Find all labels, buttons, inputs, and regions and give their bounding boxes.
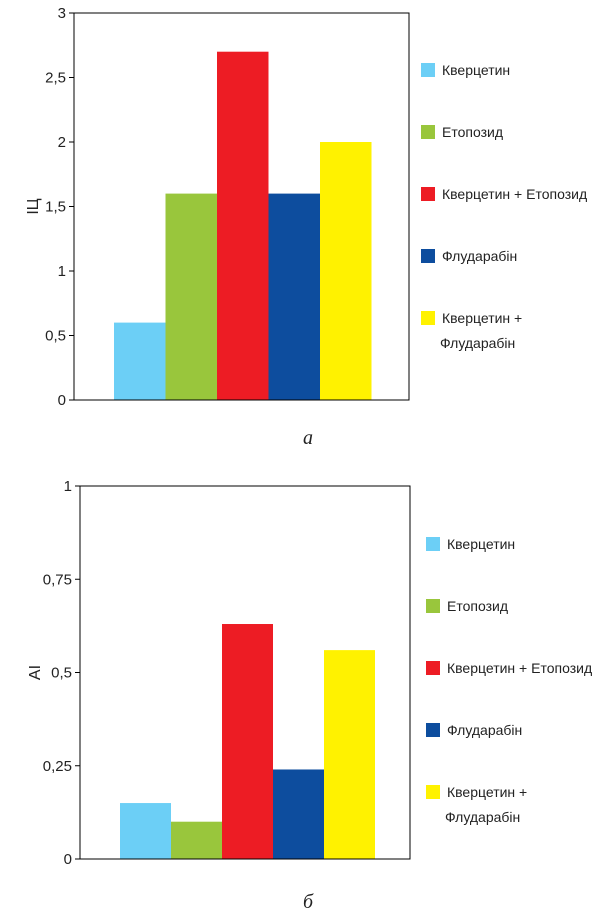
legend-label: Етопозид bbox=[442, 124, 503, 140]
y-tick-label: 1,5 bbox=[45, 199, 66, 216]
bar bbox=[222, 624, 273, 859]
legend-label: Флударабін bbox=[440, 335, 515, 351]
legend-swatch bbox=[421, 311, 435, 325]
y-tick-label: 0,5 bbox=[45, 328, 66, 345]
y-axis-label: AI bbox=[27, 665, 44, 680]
bar bbox=[171, 821, 222, 859]
legend-swatch bbox=[426, 723, 440, 737]
y-tick-label: 1 bbox=[58, 263, 66, 280]
bar bbox=[120, 803, 171, 859]
chart-caption: б bbox=[303, 891, 314, 913]
y-axis-label: ІЦ bbox=[25, 198, 42, 214]
y-tick-label: 3 bbox=[58, 5, 66, 22]
legend-label: Флударабін bbox=[445, 809, 520, 825]
bar bbox=[324, 650, 375, 859]
legend-label: Кверцетин bbox=[447, 536, 515, 552]
legend-swatch bbox=[426, 599, 440, 613]
legend-swatch bbox=[421, 187, 435, 201]
legend-swatch bbox=[421, 125, 435, 139]
legend-label: Кверцетин + Етопозид bbox=[442, 186, 587, 202]
chart-caption: а bbox=[303, 427, 313, 449]
legend-label: Флударабін bbox=[442, 248, 517, 264]
y-tick-label: 0 bbox=[64, 851, 72, 868]
legend-swatch bbox=[426, 661, 440, 675]
legend-swatch bbox=[421, 249, 435, 263]
legend-label: Кверцетин + bbox=[442, 310, 522, 326]
y-tick-label: 1 bbox=[64, 478, 72, 495]
chart-a: 0 0,5 1 1,5 2 2,5 3 ІЦ Кверцетин Етопозид Кверцети… bbox=[25, 5, 587, 449]
bar bbox=[165, 193, 217, 400]
bar bbox=[114, 322, 166, 400]
legend-swatch bbox=[426, 785, 440, 799]
legend-label: Флударабін bbox=[447, 722, 522, 738]
legend-label: Кверцетин + bbox=[447, 784, 527, 800]
y-tick-label: 2 bbox=[58, 134, 66, 151]
bar bbox=[320, 142, 372, 400]
y-tick-label: 0,5 bbox=[51, 665, 72, 682]
bar bbox=[273, 769, 324, 859]
bar bbox=[217, 51, 269, 400]
chart-b: 0 0,25 0,5 0,75 1 AI Кверцетин Етопозид Кверцети… bbox=[27, 478, 592, 913]
y-tick-label: 2,5 bbox=[45, 70, 66, 87]
legend-swatch bbox=[421, 63, 435, 77]
bar bbox=[268, 193, 320, 400]
y-tick-label: 0,25 bbox=[43, 758, 72, 775]
legend-label: Кверцетин + Етопозид bbox=[447, 660, 592, 676]
legend-label: Етопозид bbox=[447, 598, 508, 614]
legend-label: Кверцетин bbox=[442, 62, 510, 78]
legend-swatch bbox=[426, 537, 440, 551]
y-tick-label: 0 bbox=[58, 392, 66, 409]
y-tick-label: 0,75 bbox=[43, 571, 72, 588]
